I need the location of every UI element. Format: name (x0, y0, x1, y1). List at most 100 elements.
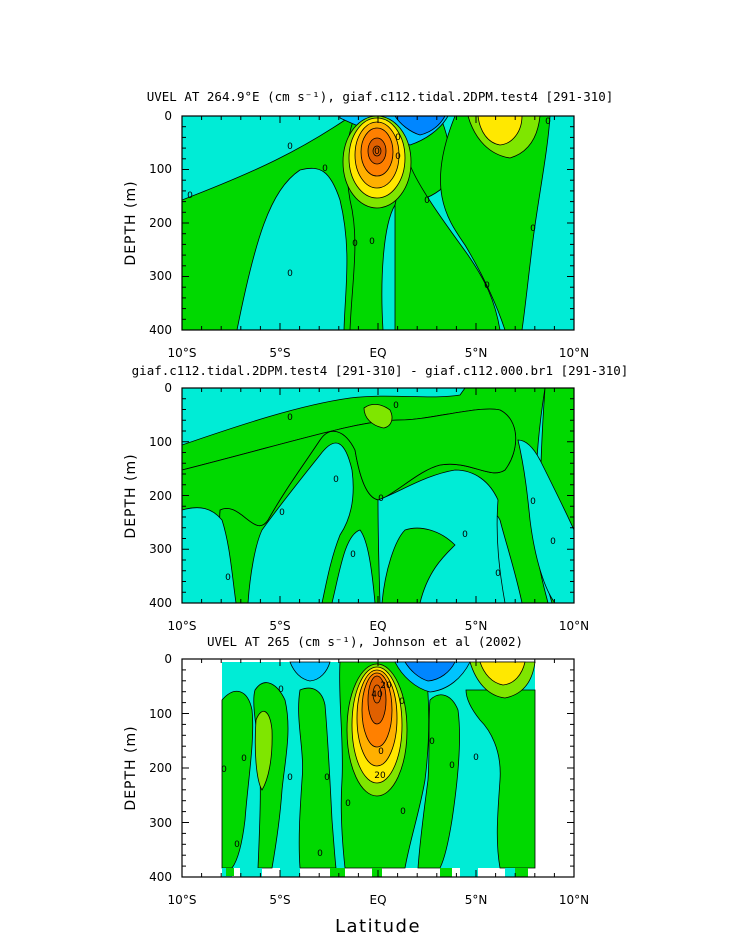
contour-label: 0 (462, 530, 468, 540)
panel-2-title: giaf.c112.tidal.2DPM.test4 [291-310] - g… (132, 363, 629, 378)
panel-1-title: UVEL AT 264.9°E (cm s⁻¹), giaf.c112.tida… (147, 89, 614, 104)
x-tick-label: 5°N (465, 893, 488, 907)
panel-2-y-axis-label: DEPTH (m) (123, 453, 139, 538)
panel-1-ticks (181, 115, 575, 331)
contour-label: 0 (278, 685, 284, 695)
contour-label: 0 (350, 550, 356, 560)
contour-label: 0 (400, 807, 406, 817)
panel-1-euc-max (372, 145, 382, 157)
panel-1: UVEL AT 264.9°E (cm s⁻¹), giaf.c112.tida… (123, 89, 613, 360)
panel-3-bottom-stubs-green (226, 868, 528, 877)
contour-label: 0 (234, 840, 240, 850)
panel-1-westward-core (394, 116, 446, 136)
panel-2-green-lower (182, 408, 517, 603)
panel-3-westward-east-2 (404, 661, 456, 682)
contour-label: 40 (371, 690, 383, 700)
x-tick-label: 10°S (168, 619, 197, 633)
contour-label: 0 (424, 196, 430, 206)
y-tick-label: 300 (149, 542, 172, 556)
x-tick-label: EQ (369, 346, 386, 360)
panel-1-green-west (182, 116, 361, 330)
contour-label: 0 (317, 849, 323, 859)
panel-3-ncc-core (479, 661, 526, 686)
panel-2-lime-patch (363, 404, 393, 429)
panel-2-contour-labels: 0 0 0 0 0 0 0 0 0 0 0 (225, 401, 556, 583)
panel-3-green-mid-west (298, 687, 337, 869)
panel-3-westward-west (289, 661, 331, 682)
contour-label: 0 (287, 269, 293, 279)
contour-label: 0 (345, 799, 351, 809)
panel-2-cyan-sw (182, 507, 237, 603)
x-tick-label: 5°S (269, 346, 290, 360)
x-tick-label: EQ (369, 893, 386, 907)
panel-1-euc-c5 (367, 137, 387, 165)
contour-label: 0 (495, 569, 501, 579)
x-tick-label: 10°N (559, 346, 589, 360)
contour-label: 0 (484, 281, 490, 291)
contour-label: 0 (378, 747, 384, 757)
panel-2-cyan-mid-east (377, 469, 506, 603)
panel-1-green-east (440, 116, 551, 330)
x-tick-label: 5°S (269, 619, 290, 633)
panel-3-green-east (465, 689, 536, 869)
panel-2: giaf.c112.tidal.2DPM.test4 [291-310] - g… (123, 363, 628, 633)
contour-label: 0 (530, 497, 536, 507)
contour-label: 0 (221, 765, 227, 775)
contour-label: 0 (287, 413, 293, 423)
contour-label: 0 (241, 754, 247, 764)
contour-label: 0 (187, 191, 193, 201)
y-tick-label: 0 (164, 652, 172, 666)
panel-3-euc-max (372, 684, 382, 704)
y-tick-label: 400 (149, 323, 172, 337)
contour-label: 0 (369, 237, 375, 247)
contour-label: 0 (279, 508, 285, 518)
x-tick-label: 10°S (168, 346, 197, 360)
y-tick-label: 300 (149, 269, 172, 283)
contour-label: 0 (395, 133, 401, 143)
contour-label: 0 (324, 773, 330, 783)
contour-label: 0 (333, 475, 339, 485)
contour-label: 0 (550, 537, 556, 547)
y-tick-label: 200 (149, 761, 172, 775)
contour-label: 0 (378, 494, 384, 504)
contour-label: 0 (393, 401, 399, 411)
contour-label: 0 (473, 753, 479, 763)
panel-1-ncc-core (477, 116, 523, 146)
panel-3-field (221, 661, 536, 877)
x-tick-label: 5°N (465, 346, 488, 360)
panel-2-ticks (181, 387, 575, 604)
x-tick-label: 10°N (559, 893, 589, 907)
contour-label: 0 (429, 737, 435, 747)
contour-label: 0 (374, 147, 380, 157)
panel-3-bottom-stubs (222, 868, 525, 877)
panel-3: UVEL AT 265 (cm s⁻¹), Johnson et al (200… (123, 634, 589, 937)
y-tick-label: 0 (164, 381, 172, 395)
y-tick-label: 0 (164, 109, 172, 123)
panel-3-contour-labels: 0 0 0 0 0 0 0 0 0 0 0 0 0 0 20 40 20 (221, 681, 479, 859)
panel-1-field (182, 116, 574, 330)
panel-3-y-axis-label: DEPTH (m) (123, 725, 139, 810)
panel-3-green-west (221, 690, 254, 869)
panel-2-cyan-mid-west (247, 442, 354, 603)
contour-label: 20 (374, 771, 386, 781)
y-tick-label: 300 (149, 816, 172, 830)
y-tick-label: 400 (149, 870, 172, 884)
y-tick-label: 200 (149, 216, 172, 230)
panel-1-y-axis-label: DEPTH (m) (123, 180, 139, 265)
y-tick-label: 200 (149, 489, 172, 503)
y-tick-label: 100 (149, 162, 172, 176)
y-tick-label: 100 (149, 435, 172, 449)
contour-label: 0 (545, 117, 551, 127)
y-tick-label: 400 (149, 596, 172, 610)
contour-label: 0 (395, 152, 401, 162)
panel-3-euc-c5 (367, 675, 387, 725)
x-tick-label: 10°S (168, 893, 197, 907)
panel-2-field (182, 388, 574, 603)
contour-label: 0 (352, 239, 358, 249)
contour-label: 20 (380, 681, 392, 691)
x-axis-label: Latitude (335, 916, 421, 937)
panel-3-green-mid-east (417, 694, 461, 869)
panel-1-contour-labels: 0 0 0 0 0 0 0 0 0 0 0 0 0 (187, 117, 551, 291)
panel-3-lime-west (254, 710, 273, 791)
